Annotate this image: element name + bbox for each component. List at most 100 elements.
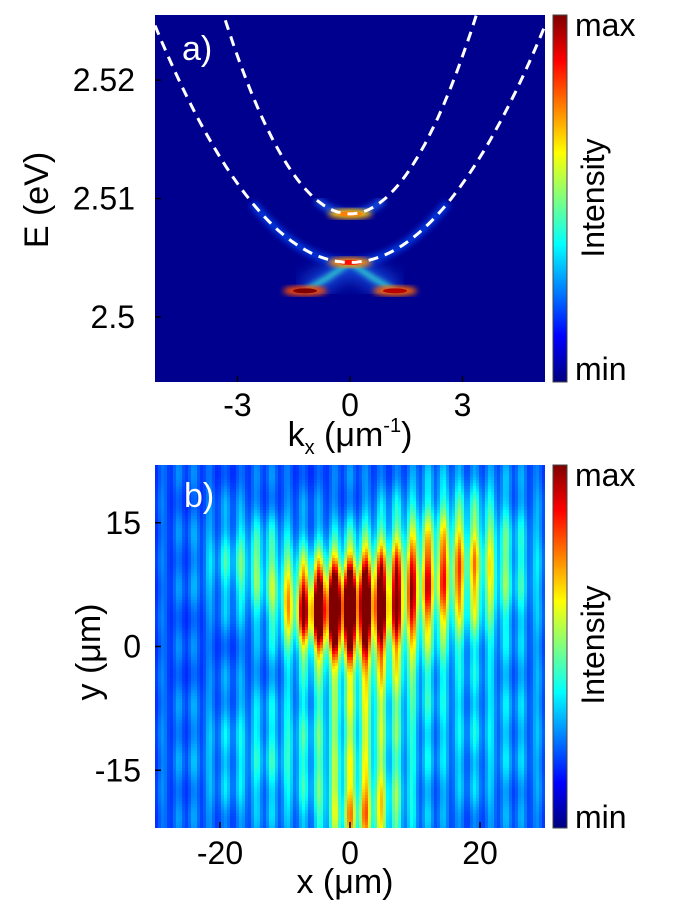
panel-b-cell xyxy=(536,519,540,523)
panel-b-cell xyxy=(395,465,399,469)
panel-b-cell xyxy=(290,558,294,562)
panel-b-cell xyxy=(278,489,282,493)
panel-b-cell xyxy=(221,480,225,484)
panel-b-cell xyxy=(221,468,225,472)
panel-b-cell xyxy=(212,537,216,541)
panel-b-cell xyxy=(227,576,231,580)
panel-b-cell xyxy=(455,483,459,487)
panel-b-cell xyxy=(248,492,252,496)
panel-b-cell xyxy=(467,567,471,571)
panel-b-cell xyxy=(512,501,516,505)
panel-b-cell xyxy=(191,468,195,472)
panel-b-cell xyxy=(248,486,252,490)
panel-b-cell xyxy=(155,465,159,469)
panel-b-cell xyxy=(164,549,168,553)
panel-b-cell xyxy=(323,576,327,580)
panel-b-cell xyxy=(377,570,381,574)
panel-b-cell xyxy=(530,465,534,469)
panel-b-cell xyxy=(173,474,177,478)
panel-b-cell xyxy=(185,570,189,574)
panel-b-cell xyxy=(173,480,177,484)
panel-b-cell xyxy=(401,567,405,571)
panel-b-cell xyxy=(167,531,171,535)
panel-b-cell xyxy=(257,483,261,487)
panel-b-cell xyxy=(476,504,480,508)
panel-b-cell xyxy=(500,504,504,508)
panel-b-cell xyxy=(503,558,507,562)
panel-b-cell xyxy=(515,528,519,532)
panel-b-cell xyxy=(281,519,285,523)
panel-b-cell xyxy=(455,492,459,496)
panel-b-cell xyxy=(479,474,483,478)
panel-b-cell xyxy=(299,495,303,499)
panel-b-cell xyxy=(437,465,441,469)
panel-b-cell xyxy=(161,528,165,532)
panel-b-cell xyxy=(200,528,204,532)
panel-b-cell xyxy=(341,477,345,481)
panel-b-cell xyxy=(446,477,450,481)
panel-b-cell xyxy=(428,540,432,544)
panel-b-cell xyxy=(269,507,273,511)
panel-b-cell xyxy=(239,561,243,565)
panel-b-cell xyxy=(221,537,225,541)
panel-b-cell xyxy=(338,525,342,529)
panel-b-cell xyxy=(272,495,276,499)
panel-b-cell xyxy=(221,522,225,526)
panel-b-cell xyxy=(302,471,306,475)
panel-b-cell xyxy=(182,552,186,556)
panel-b-cell xyxy=(188,513,192,517)
panel-b-cell xyxy=(224,486,228,490)
panel-b-cell xyxy=(272,465,276,469)
panel-b-cell xyxy=(155,555,159,559)
panel-b-cell xyxy=(194,570,198,574)
panel-b-cell xyxy=(170,480,174,484)
panel-b-cell xyxy=(422,564,426,568)
panel-b-cell xyxy=(398,510,402,514)
panel-b-cell xyxy=(404,486,408,490)
panel-b-cell xyxy=(452,540,456,544)
panel-b-cell xyxy=(350,552,354,556)
panel-b-cell xyxy=(533,504,537,508)
panel-b-cell xyxy=(266,561,270,565)
panel-b-cell xyxy=(302,549,306,553)
panel-b-cell xyxy=(206,507,210,511)
panel-b-cell xyxy=(185,477,189,481)
panel-b-cell xyxy=(242,465,246,469)
panel-b-cell xyxy=(419,528,423,532)
panel-b-cell xyxy=(182,531,186,535)
panel-b-cell xyxy=(266,567,270,571)
panel-b-cell xyxy=(416,507,420,511)
panel-b-cell xyxy=(233,468,237,472)
panel-b-cell xyxy=(302,516,306,520)
panel-b-cell xyxy=(527,528,531,532)
panel-b-cell xyxy=(488,474,492,478)
panel-b-cell xyxy=(521,507,525,511)
panel-b-cell xyxy=(419,507,423,511)
panel-b-cell xyxy=(386,573,390,577)
panel-b-cell xyxy=(233,471,237,475)
panel-b-cell xyxy=(347,573,351,577)
panel-b-cell xyxy=(188,573,192,577)
panel-b-cell xyxy=(170,570,174,574)
panel-b-cell xyxy=(341,474,345,478)
panel-b-cell xyxy=(215,495,219,499)
panel-b-cell xyxy=(437,549,441,553)
panel-b-cell xyxy=(455,555,459,559)
panel-b-cell xyxy=(461,552,465,556)
panel-b-cell xyxy=(392,522,396,526)
panel-b-cell xyxy=(158,501,162,505)
panel-b-cell xyxy=(311,534,315,538)
panel-b-cell xyxy=(461,507,465,511)
panel-b-cell xyxy=(173,528,177,532)
panel-b-cell xyxy=(287,501,291,505)
panel-b-cell xyxy=(494,546,498,550)
panel-b-cell xyxy=(332,480,336,484)
panel-b-cell xyxy=(386,567,390,571)
panel-b-cell xyxy=(311,546,315,550)
panel-b-cell xyxy=(236,534,240,538)
panel-b-cell xyxy=(350,519,354,523)
panel-b-cell xyxy=(215,561,219,565)
panel-b-cell xyxy=(464,483,468,487)
panel-b-cell xyxy=(536,561,540,565)
panel-b-cell xyxy=(233,576,237,580)
